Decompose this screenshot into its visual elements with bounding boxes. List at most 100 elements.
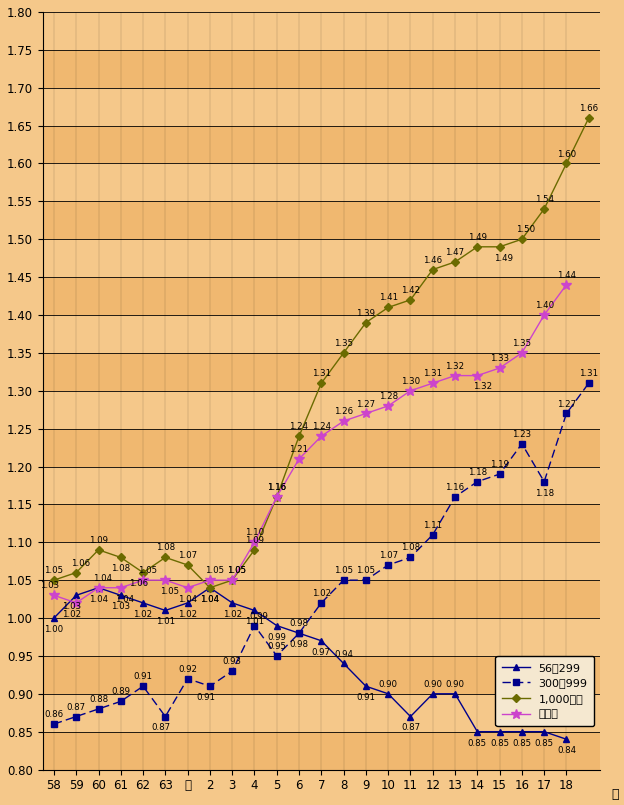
56～299	[228, 598, 236, 608]
Text: 1.16: 1.16	[446, 483, 465, 492]
300～999	[451, 492, 459, 502]
Bar	[43, 126, 600, 163]
56～299	[184, 598, 192, 608]
雇用率	[451, 371, 459, 381]
Text: 1.46: 1.46	[423, 256, 442, 265]
Text: 1.02: 1.02	[312, 589, 331, 598]
300～999	[206, 681, 213, 691]
雇用率	[162, 576, 169, 585]
Bar	[43, 163, 600, 201]
Text: 1.02: 1.02	[62, 609, 82, 619]
1,000以上	[585, 114, 592, 123]
Bar	[43, 315, 600, 353]
Text: 1.32: 1.32	[446, 361, 465, 370]
Text: 0.86: 0.86	[44, 710, 64, 719]
Text: 1.10: 1.10	[245, 528, 264, 537]
1,000以上	[496, 242, 504, 252]
300～999	[295, 629, 303, 638]
Text: 0.99: 0.99	[249, 612, 268, 621]
Text: 1.18: 1.18	[468, 468, 487, 477]
Text: 1.28: 1.28	[379, 392, 397, 401]
Bar	[43, 88, 600, 126]
Text: 1.03: 1.03	[40, 581, 59, 590]
300～999	[407, 552, 414, 562]
Text: 0.94: 0.94	[334, 650, 353, 658]
Text: 1.05: 1.05	[227, 566, 246, 576]
Text: 1.27: 1.27	[557, 399, 576, 408]
Text: 1.08: 1.08	[111, 564, 130, 573]
1,000以上	[318, 378, 325, 388]
Text: 1.05: 1.05	[356, 566, 376, 576]
Text: 0.99: 0.99	[267, 633, 286, 642]
Bar	[43, 543, 600, 580]
300～999	[540, 477, 548, 486]
300～999	[474, 477, 481, 486]
Text: 0.85: 0.85	[512, 738, 532, 748]
300～999	[117, 696, 125, 706]
1,000以上	[340, 348, 348, 357]
1,000以上	[295, 431, 303, 441]
雇用率	[72, 598, 80, 608]
Text: 1.31: 1.31	[579, 369, 598, 378]
56～299	[139, 598, 147, 608]
Text: 1.27: 1.27	[356, 399, 376, 408]
56～299	[273, 621, 281, 630]
Text: 1.35: 1.35	[334, 339, 353, 348]
Bar	[43, 353, 600, 390]
Text: 1.31: 1.31	[423, 369, 442, 378]
Text: 0.87: 0.87	[401, 724, 420, 733]
Text: 0.97: 0.97	[312, 648, 331, 657]
Text: 1.06: 1.06	[71, 559, 90, 568]
1,000以上	[228, 576, 236, 585]
雇用率	[318, 431, 325, 441]
雇用率	[50, 591, 57, 601]
雇用率	[228, 576, 236, 585]
Text: 1.04: 1.04	[115, 595, 135, 604]
Text: 1.19: 1.19	[490, 460, 509, 469]
300～999	[518, 439, 525, 448]
300～999	[184, 674, 192, 683]
1,000以上	[540, 204, 548, 214]
56～299	[162, 605, 169, 615]
56～299	[362, 681, 369, 691]
Text: 0.85: 0.85	[535, 738, 553, 748]
300～999	[50, 720, 57, 729]
Text: 1.44: 1.44	[557, 270, 576, 280]
Text: 1.32: 1.32	[474, 382, 492, 391]
Bar	[43, 694, 600, 732]
Text: 0.98: 0.98	[290, 640, 308, 649]
Text: 1.03: 1.03	[111, 602, 130, 611]
Text: 1.31: 1.31	[312, 369, 331, 378]
Text: 0.87: 0.87	[152, 724, 171, 733]
56～299	[117, 591, 125, 601]
Text: 0.95: 0.95	[267, 642, 286, 651]
Bar	[43, 467, 600, 505]
雇用率	[295, 454, 303, 464]
300～999	[162, 712, 169, 721]
56～299	[251, 605, 258, 615]
Text: 0.98: 0.98	[290, 619, 308, 628]
Text: 1.05: 1.05	[44, 566, 64, 576]
雇用率	[206, 576, 213, 585]
Text: 1.03: 1.03	[62, 602, 82, 611]
Text: 1.05: 1.05	[138, 566, 157, 576]
Line: 300～999: 300～999	[51, 381, 592, 727]
1,000以上	[474, 242, 481, 252]
Bar	[43, 618, 600, 656]
Text: 1.05: 1.05	[205, 566, 223, 576]
Text: 1.50: 1.50	[517, 225, 535, 234]
Text: 1.39: 1.39	[356, 308, 376, 318]
Text: 1.01: 1.01	[156, 617, 175, 626]
1,000以上	[184, 560, 192, 570]
56～299	[563, 734, 570, 744]
1,000以上	[72, 568, 80, 577]
1,000以上	[162, 552, 169, 562]
Text: 1.60: 1.60	[557, 150, 576, 159]
Text: 0.90: 0.90	[423, 680, 442, 689]
56～299	[340, 658, 348, 668]
Text: 0.88: 0.88	[89, 695, 108, 704]
Text: 1.33: 1.33	[490, 354, 509, 363]
300～999	[362, 576, 369, 585]
300～999	[139, 681, 147, 691]
1,000以上	[206, 583, 213, 592]
